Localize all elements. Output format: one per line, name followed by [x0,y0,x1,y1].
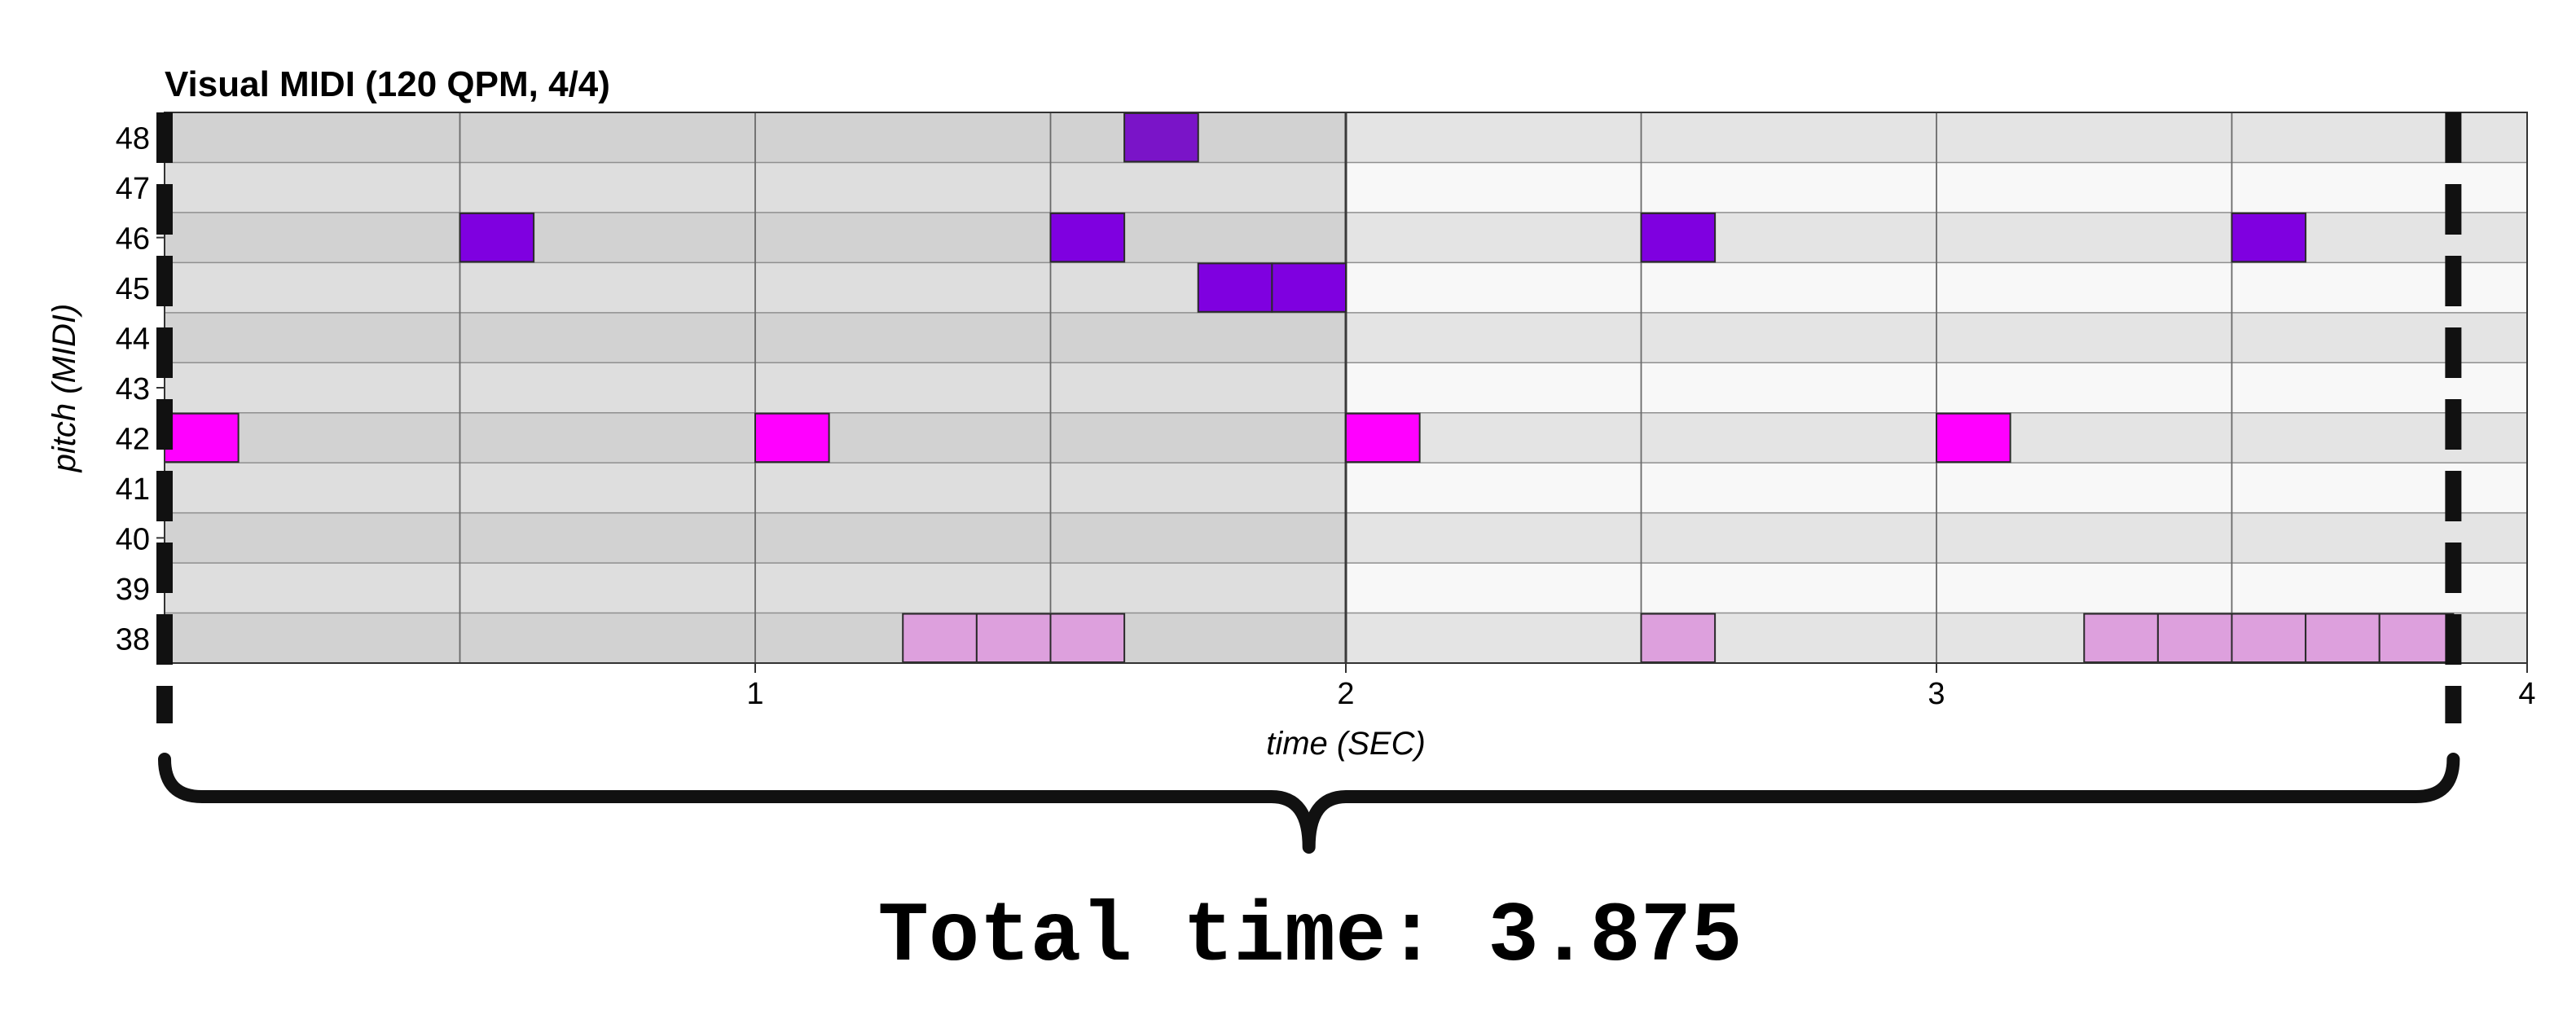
total-time-marker-dash [156,327,173,378]
note [1640,212,1717,263]
note [1271,262,1347,313]
note [459,212,535,263]
pitch-tick-label: 39 [116,573,150,607]
pitch-tick-label: 45 [116,272,150,306]
note [1049,212,1126,263]
time-tick-label: 2 [1337,677,1354,711]
note [1123,112,1199,163]
total-time-marker-dash [2445,399,2462,450]
time-tick-labels: 1 2 3 4 [746,663,2536,711]
total-time-marker-dash [156,112,173,163]
y-axis-label: pitch (MIDI) [46,304,82,473]
note [2231,212,2307,263]
note [902,613,978,664]
total-time-marker-dash [156,256,173,306]
total-time-marker-dash [2445,614,2462,665]
total-time-marker-dash [2445,686,2462,723]
note [1197,262,1273,313]
total-time-marker-dash [156,399,173,450]
total-time-marker-dash [2445,543,2462,593]
total-time-marker-dash [2445,327,2462,378]
pitch-tick-label: 47 [116,172,150,206]
total-time-marker-dash [2445,471,2462,521]
total-time-marker-dash [156,184,173,235]
note [1049,613,1126,664]
total-time-marker-dash [156,543,173,593]
time-tick-label: 3 [1928,677,1945,711]
note [2156,613,2233,664]
total-time-markers [156,112,2462,723]
total-time-marker-dash [156,686,173,723]
x-axis-label: time (SEC) [1266,726,1426,762]
pitch-tick-label: 40 [116,522,150,556]
total-time-marker-dash [2445,112,2462,163]
note [2378,613,2455,664]
note [2083,613,2159,664]
total-time-annotation: Total time: 3.875 [878,890,1743,986]
pitch-tick-labels: 38 39 40 41 42 43 44 45 46 47 48 [116,122,165,657]
pitch-tick-label: 41 [116,472,150,507]
pitch-tick-label: 43 [116,372,150,406]
pitch-tick-label: 48 [116,122,150,156]
time-tick-label: 1 [746,677,763,711]
pitch-tick-label: 46 [116,222,150,257]
total-time-marker-dash [156,471,173,521]
chart-title: Visual MIDI (120 QPM, 4/4) [165,64,610,104]
total-time-marker-dash [156,614,173,665]
total-time-marker-dash [2445,184,2462,235]
note [2305,613,2380,664]
note [975,613,1052,664]
pitch-tick-label: 38 [116,622,150,657]
time-tick-label: 4 [2518,677,2535,711]
note [164,412,240,463]
pitch-tick-label: 42 [116,422,150,456]
beat-grid [459,112,2233,663]
total-time-brace [158,753,2460,854]
notes [164,112,2455,664]
note [1640,613,1717,664]
note [1936,412,2011,463]
pitch-tick-label: 44 [116,323,150,357]
note [754,412,830,463]
total-time-marker-dash [2445,256,2462,306]
note [1345,412,1421,463]
note [2231,613,2307,664]
